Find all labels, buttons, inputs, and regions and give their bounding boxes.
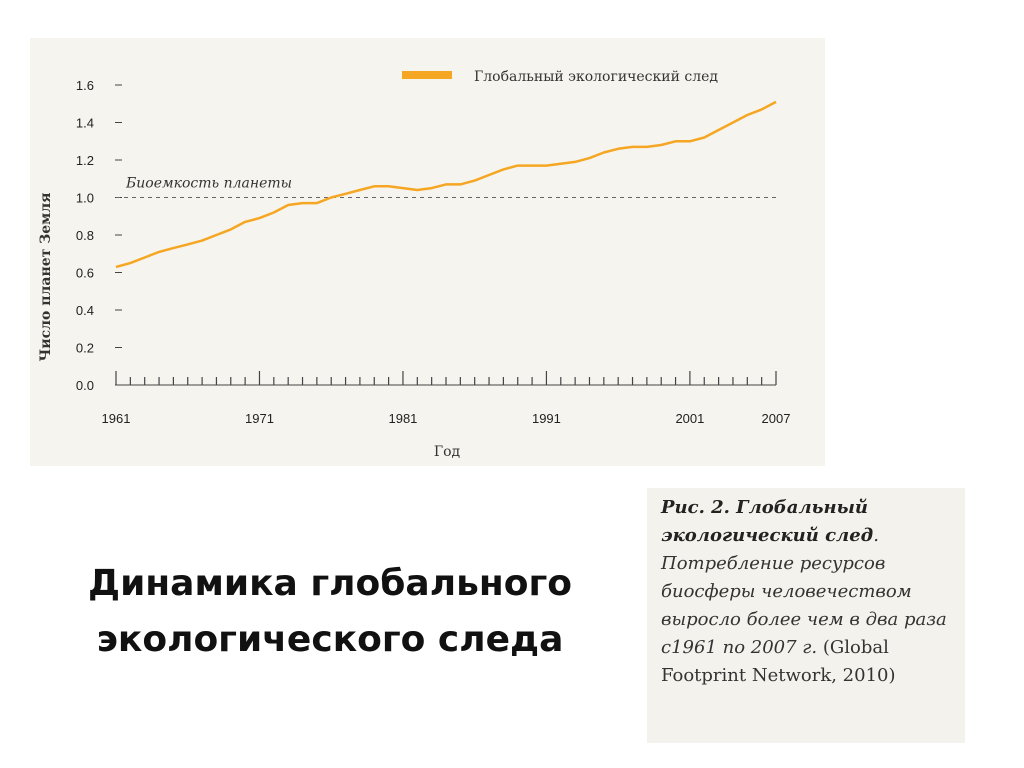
x-tick-label: 1981 [388,411,417,426]
x-axis-title: Год [434,444,461,460]
caption-figure-title: Рис. 2. Глобальный экологический след [661,497,874,546]
y-axis: 0.0 0.2 0.4 0.6 0.8 1.0 1.2 1.4 1.6 [76,78,122,393]
series-points [115,101,777,267]
footprint-series-line [115,100,777,269]
y-tick-label: 0.2 [76,341,94,356]
x-tick-label: 1991 [532,411,561,426]
caption-source: (Global Footprint Network, 2010) [661,637,896,686]
y-tick-label: 1.4 [76,116,94,131]
slide-title-line-2: экологического следа [96,619,564,660]
x-tick-label: 1971 [245,411,274,426]
biocapacity-label: Биоемкость планеты [125,176,292,192]
slide-title: Динамика глобального экологического след… [30,556,630,668]
caption-description: . Потребление ресурсов биосферы человече… [661,525,947,658]
y-tick-label: 1.2 [76,153,94,168]
figure-caption: Рис. 2. Глобальный экологический след. П… [647,488,965,743]
legend-label: Глобальный экологический след [474,69,718,85]
x-tick-label: 1961 [102,411,131,426]
chart-panel: 0.0 0.2 0.4 0.6 0.8 1.0 1.2 1.4 1.6 1961 1971 1981… [30,38,825,466]
legend-swatch [402,71,452,79]
y-axis-title: Число планет Земля [38,192,54,361]
footprint-chart: 0.0 0.2 0.4 0.6 0.8 1.0 1.2 1.4 1.6 1961 1971 1981… [38,69,791,460]
y-tick-label: 0.4 [76,303,94,318]
x-axis: 1961 1971 1981 1991 2001 2007 [102,371,791,426]
y-tick-label: 1.0 [76,191,94,206]
x-tick-label: 2007 [762,411,791,426]
y-tick-label: 0.8 [76,228,94,243]
y-tick-label: 1.6 [76,78,94,93]
slide-title-line-1: Динамика глобального [88,563,572,604]
y-tick-label: 0.0 [76,378,94,393]
y-tick-label: 0.6 [76,266,94,281]
x-tick-label: 2001 [675,411,704,426]
